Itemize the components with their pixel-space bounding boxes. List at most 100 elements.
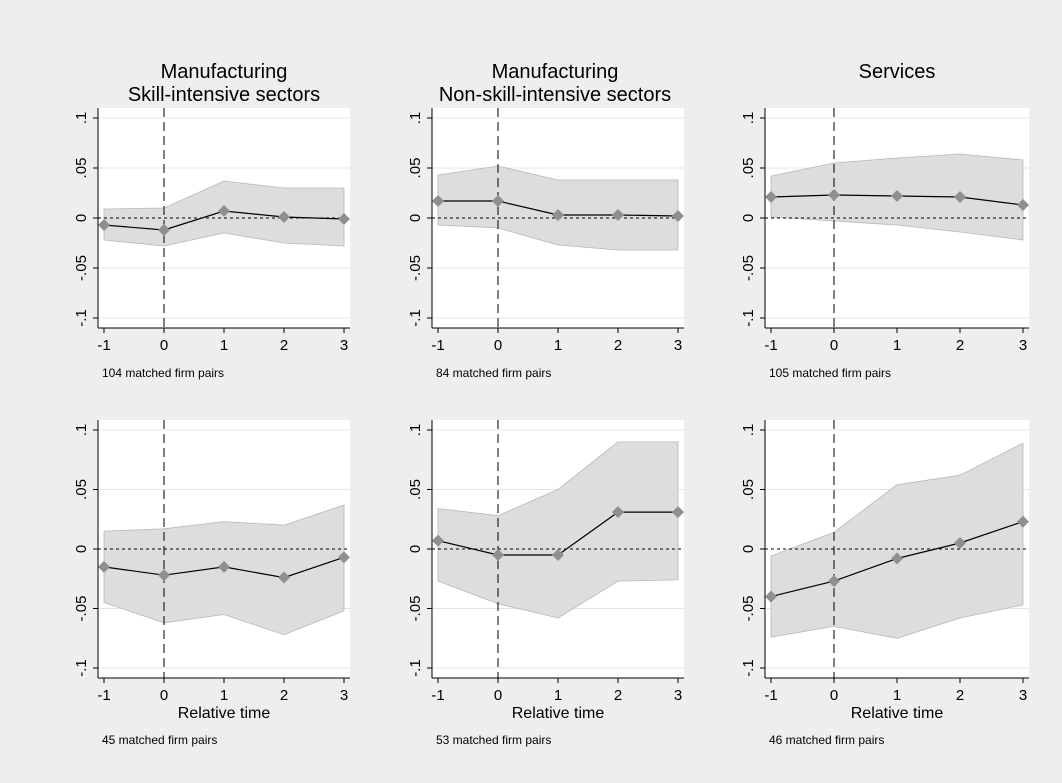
panel-note: 84 matched firm pairs [436, 366, 551, 380]
data-point-x-1 [98, 560, 110, 573]
x-tick-label: 2 [280, 687, 288, 704]
x-tick-label: 1 [554, 687, 562, 704]
y-tick-label: .05 [740, 479, 757, 500]
x-tick-label: 0 [830, 687, 838, 704]
x-tick-label: 2 [956, 687, 964, 704]
y-tick-label: -.05 [73, 255, 90, 281]
y-tick-label: .1 [407, 424, 424, 437]
data-point-x1 [218, 560, 230, 573]
panel-top-middle: -.1 -.05 0 .05 .1 -1 0 1 2 3 84 matched firm pairs… [407, 61, 684, 380]
y-tick-label: .1 [407, 112, 424, 125]
panel-bottom-middle: -.1 -.05 0 .05 .1 -1 0 1 2 3 Relative time 53 match… [407, 420, 684, 747]
x-tick-label: 1 [220, 687, 228, 704]
data-point-x3 [1017, 199, 1029, 211]
y-tick-label: -.05 [740, 255, 757, 281]
data-point-x0 [828, 575, 840, 588]
x-tick-label: 3 [1019, 687, 1027, 704]
y-tick-label: -.05 [407, 255, 424, 281]
panel-note: 105 matched firm pairs [769, 366, 891, 380]
x-tick-label: 3 [1019, 337, 1027, 354]
y-tick-label: .05 [407, 479, 424, 500]
data-point-x1 [891, 552, 903, 565]
panel-note: 46 matched firm pairs [769, 733, 884, 747]
y-tick-label: .05 [73, 158, 90, 179]
y-tick-label: -.1 [73, 659, 90, 677]
x-axis-title: Relative time [851, 705, 944, 722]
x-tick-label: 3 [340, 687, 348, 704]
y-tick-label: 0 [407, 545, 424, 553]
x-tick-label: 1 [554, 337, 562, 354]
x-tick-label: -1 [431, 337, 444, 354]
data-point-x-1 [432, 534, 444, 547]
x-tick-label: 2 [280, 337, 288, 354]
y-tick-label: 0 [73, 545, 90, 553]
y-tick-label: .1 [73, 112, 90, 125]
y-tick-label: .05 [407, 158, 424, 179]
y-tick-label: -.05 [407, 596, 424, 622]
x-tick-label: 2 [956, 337, 964, 354]
panel-note: 45 matched firm pairs [102, 733, 217, 747]
data-point-x0 [158, 569, 170, 582]
x-tick-label: -1 [431, 687, 444, 704]
x-tick-label: 3 [340, 337, 348, 354]
data-point-x-1 [765, 191, 777, 203]
y-tick-label: -.1 [740, 309, 757, 327]
y-tick-label: -.05 [740, 596, 757, 622]
data-point-x0 [828, 189, 840, 201]
data-point-x3 [1017, 515, 1029, 528]
x-tick-label: 1 [893, 687, 901, 704]
data-point-x2 [954, 537, 966, 550]
data-point-x2 [954, 191, 966, 203]
panel-title: Services [859, 61, 936, 83]
y-tick-label: -.1 [73, 309, 90, 327]
panel-bottom-left: -.1 -.05 0 .05 .1 -1 0 1 2 3 Relative time 45 match… [73, 420, 350, 747]
y-tick-label: 0 [740, 214, 757, 222]
data-point-x0 [492, 548, 504, 561]
panels: -.1 -.05 0 .05 .1 -1 0 1 2 3 104 matched firm pair… [73, 61, 1029, 747]
panel-title-line-1: Manufacturing [492, 61, 619, 83]
panel-top-right: -.1 -.05 0 .05 .1 -1 0 1 2 3 105 matched firm pair… [740, 61, 1029, 380]
x-tick-label: -1 [764, 337, 777, 354]
y-tick-label: -.1 [407, 659, 424, 677]
y-tick-label: 0 [740, 545, 757, 553]
x-tick-label: 1 [893, 337, 901, 354]
panel-title-line-2: Non-skill-intensive sectors [439, 84, 671, 106]
data-point-x1 [891, 190, 903, 202]
x-tick-label: 0 [494, 337, 502, 354]
data-point-x2 [612, 506, 624, 519]
x-tick-label: 3 [674, 687, 682, 704]
panel-top-left: -.1 -.05 0 .05 .1 -1 0 1 2 3 104 matched firm pair… [73, 61, 350, 380]
y-tick-label: .05 [73, 479, 90, 500]
x-tick-label: 2 [614, 337, 622, 354]
x-tick-label: 0 [830, 337, 838, 354]
data-point-x-1 [765, 590, 777, 603]
data-point-x0 [158, 224, 170, 236]
panel-bottom-right: -.1 -.05 0 .05 .1 -1 0 1 2 3 Relative time 46 match… [740, 420, 1029, 747]
y-tick-label: 0 [73, 214, 90, 222]
panel-note: 53 matched firm pairs [436, 733, 551, 747]
data-point-x1 [552, 209, 564, 221]
data-point-x1 [552, 548, 564, 561]
y-tick-label: 0 [407, 214, 424, 222]
y-tick-label: -.1 [740, 659, 757, 677]
x-tick-label: -1 [97, 687, 110, 704]
data-point-x3 [672, 210, 684, 222]
x-tick-label: 2 [614, 687, 622, 704]
data-point-x1 [218, 205, 230, 217]
x-tick-label: -1 [764, 687, 777, 704]
x-tick-label: 0 [160, 337, 168, 354]
data-point-x2 [612, 209, 624, 221]
y-tick-label: .1 [740, 424, 757, 437]
data-point-x2 [278, 571, 290, 584]
x-tick-label: 0 [494, 687, 502, 704]
y-tick-label: .1 [73, 424, 90, 437]
x-axis-title: Relative time [512, 705, 605, 722]
y-tick-label: .05 [740, 158, 757, 179]
panel-title-line-2: Skill-intensive sectors [128, 84, 320, 106]
data-point-x2 [278, 211, 290, 223]
y-tick-label: -.05 [73, 596, 90, 622]
y-tick-label: .1 [740, 112, 757, 125]
panel-note: 104 matched firm pairs [102, 366, 224, 380]
x-axis-title: Relative time [178, 705, 271, 722]
data-point-x3 [338, 213, 350, 225]
